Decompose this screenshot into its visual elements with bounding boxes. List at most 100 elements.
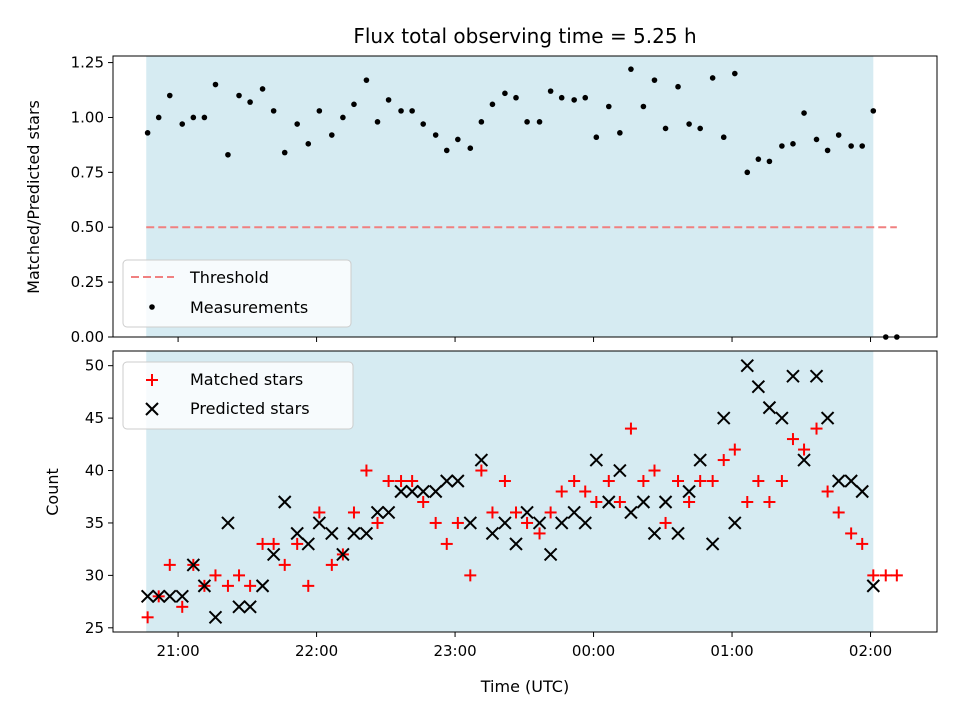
matched-star-point [429, 516, 442, 529]
measurement-point [628, 66, 634, 72]
matched-star-point [521, 516, 534, 529]
predicted-star-stroke [474, 453, 489, 467]
predicted-star-stroke [613, 463, 627, 478]
predicted-star-stroke [682, 484, 696, 499]
predicted-star-point [266, 547, 281, 562]
predicted-star-stroke [820, 411, 835, 425]
predicted-star-stroke [325, 526, 339, 541]
matched-star-point [451, 516, 464, 529]
matched-star-point [141, 611, 154, 624]
measurement-point [305, 141, 312, 147]
predicted-star-stroke [647, 526, 662, 541]
matched-star-point [683, 495, 696, 508]
measurement-point [686, 121, 692, 127]
bottom-y-tick-label: 40 [85, 462, 104, 480]
predicted-star-stroke [463, 516, 478, 530]
matched-star-point [221, 579, 234, 592]
predicted-star-stroke [498, 516, 512, 530]
predicted-star-stroke [428, 484, 443, 499]
bottom-matched-points [141, 422, 903, 624]
measurement-point [720, 134, 727, 141]
x-tick-label: 23:00 [433, 642, 476, 660]
matched-star-point [890, 569, 903, 582]
predicted-star-point [602, 495, 616, 509]
predicted-star-stroke [151, 589, 166, 604]
measurement-point [790, 141, 796, 147]
predicted-star-stroke [370, 505, 385, 520]
predicted-star-stroke [359, 526, 374, 541]
predicted-star-stroke [232, 600, 246, 614]
measurement-point [489, 101, 496, 108]
measurement-point [779, 143, 785, 149]
x-axis-label: Time (UTC) [480, 677, 569, 696]
matched-star-point [486, 506, 499, 519]
matched-star-point [360, 464, 373, 477]
measurement-point [190, 114, 197, 121]
predicted-star-point [485, 526, 500, 541]
measurement-point [212, 81, 219, 88]
measurement-point [409, 108, 415, 114]
matched-star-point [256, 537, 269, 550]
matched-star-point [717, 454, 730, 467]
predicted-star-point [693, 453, 707, 467]
measurement-point [236, 92, 242, 99]
matched-star-point [233, 569, 246, 582]
measurement-point [709, 75, 716, 81]
matched-star-point [845, 527, 858, 540]
measurement-point [744, 169, 751, 176]
predicted-star-point [520, 505, 534, 520]
predicted-star-point [255, 579, 270, 593]
predicted-star-point [140, 589, 155, 604]
measurement-point [824, 147, 831, 154]
measurement-point [813, 136, 820, 143]
predicted-star-stroke [636, 495, 651, 509]
predicted-star-point [347, 526, 361, 541]
predicted-star-stroke [740, 358, 754, 373]
measurement-point [605, 103, 612, 110]
predicted-star-point [221, 516, 235, 530]
matched-star-point [763, 495, 776, 508]
measurement-point [502, 90, 508, 97]
bottom-y-tick-label: 50 [85, 357, 104, 375]
measurement-point [201, 114, 208, 121]
matched-star-point [613, 495, 626, 508]
predicted-star-point [440, 474, 454, 488]
predicted-star-point [578, 516, 592, 530]
matched-star-point [267, 537, 280, 550]
predicted-star-point [509, 537, 523, 551]
predicted-star-point [567, 505, 581, 520]
top-y-tick-label: 0.75 [71, 163, 104, 181]
predicted-star-point [175, 589, 189, 604]
matched-star-point [659, 516, 672, 529]
predicted-star-point [394, 484, 408, 499]
measurement-point [640, 103, 647, 110]
predicted-star-stroke [290, 526, 304, 541]
predicted-star-stroke [312, 516, 327, 530]
measurement-point [270, 108, 277, 114]
predicted-star-stroke [440, 474, 454, 488]
predicted-star-stroke [866, 579, 881, 593]
predicted-star-point [208, 610, 223, 625]
matched-star-point [464, 569, 477, 582]
measurement-point [870, 108, 877, 114]
predicted-star-point [775, 411, 789, 425]
predicted-star-point [370, 505, 385, 520]
predicted-star-stroke [186, 558, 201, 572]
predicted-star-point [809, 369, 824, 383]
matched-star-point [648, 464, 661, 477]
predicted-star-stroke [266, 547, 281, 562]
predicted-star-point [428, 484, 443, 499]
measurement-point [617, 130, 623, 136]
matched-star-point [810, 422, 823, 435]
measurement-point [801, 110, 807, 116]
matched-star-point [821, 485, 834, 498]
x-tick-label: 02:00 [849, 642, 892, 660]
predicted-star-stroke [208, 610, 223, 625]
predicted-star-stroke [797, 453, 811, 467]
matched-star-point [637, 475, 650, 488]
bottom-y-axis-label: Count [43, 468, 62, 516]
bottom-y-tick-label: 35 [85, 514, 104, 532]
measurement-point [697, 125, 703, 132]
top-panel: 0.00 0.25 0.50 0.75 1.00 1.25 Matched/Predict… [24, 54, 938, 346]
matched-star-point [417, 495, 430, 508]
